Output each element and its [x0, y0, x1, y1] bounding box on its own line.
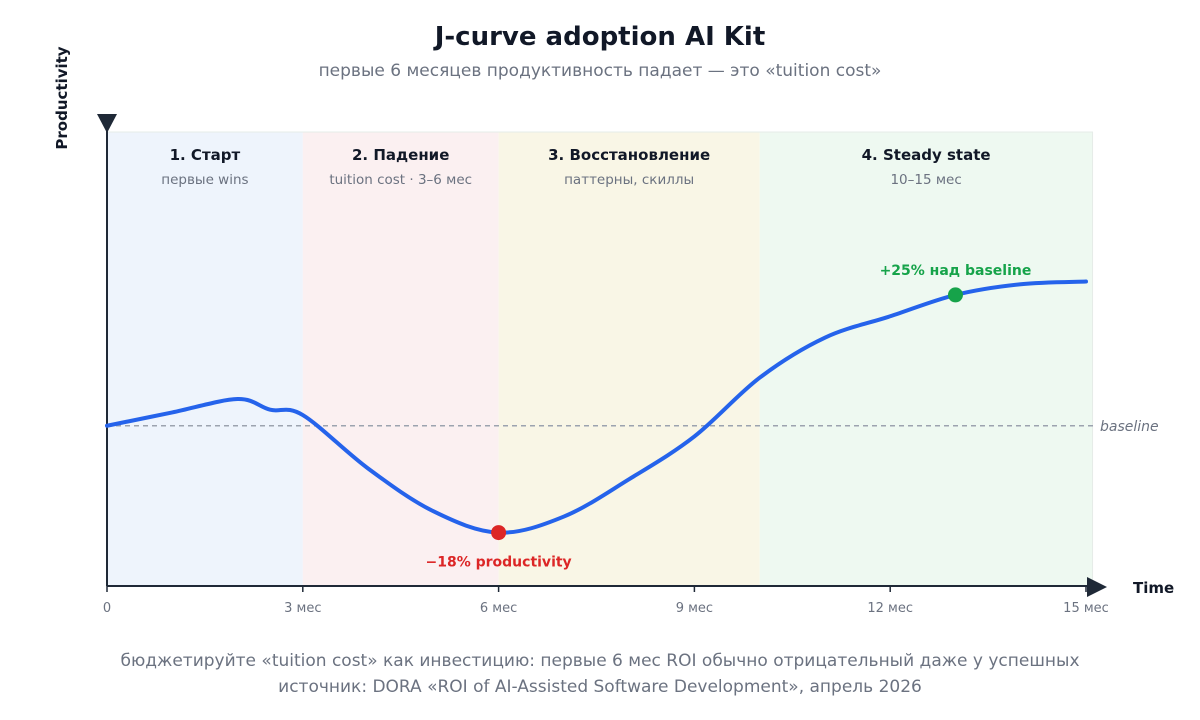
- annotation-point-2: [947, 287, 963, 303]
- phase-title-4: 4. Steady state: [862, 146, 991, 164]
- footer-source: источник: DORA «ROI of AI-Assisted Softw…: [278, 677, 922, 697]
- productivity-curve-1: [105, 279, 1088, 535]
- x-axis-arrow: [1087, 577, 1107, 597]
- phase-band-3: [498, 132, 760, 586]
- y-axis-arrow: [97, 114, 117, 133]
- x-axis-label: Time: [1133, 579, 1174, 597]
- x-tick-label: 3 мес: [284, 601, 321, 616]
- baseline-label: baseline: [1100, 419, 1159, 435]
- phase-subtitle-3: паттерны, скиллы: [564, 172, 694, 188]
- chart-subtitle: первые 6 месяцев продуктивность падает —…: [318, 61, 882, 81]
- phase-band-1: [107, 132, 303, 586]
- x-tick-label: 9 мес: [676, 601, 713, 616]
- phase-subtitle-2: tuition cost · 3–6 мес: [329, 172, 472, 188]
- phase-subtitle-1: первые wins: [161, 172, 248, 188]
- annotation-label-2: +25% над baseline: [880, 263, 1032, 279]
- annotation-label-1: −18% productivity: [426, 555, 572, 571]
- phase-title-1: 1. Старт: [170, 146, 241, 164]
- chart-title: J-curve adoption AI Kit: [434, 22, 766, 52]
- x-tick-label: 15 мес: [1063, 601, 1109, 616]
- x-tick-label: 6 мес: [480, 601, 517, 616]
- y-axis-label: Productivity: [53, 46, 71, 149]
- phase-title-3: 3. Восстановление: [548, 146, 710, 164]
- phase-band-2: [302, 132, 499, 586]
- annotation-point-1: [491, 525, 507, 541]
- x-tick-label: 0: [103, 601, 111, 616]
- x-tick-label: 12 мес: [867, 601, 913, 616]
- phase-subtitle-4: 10–15 мес: [890, 172, 961, 188]
- phase-title-2: 2. Падение: [352, 146, 449, 164]
- phase-band-4: [759, 132, 1093, 586]
- footer-note: бюджетируйте «tuition cost» как инвестиц…: [120, 651, 1080, 671]
